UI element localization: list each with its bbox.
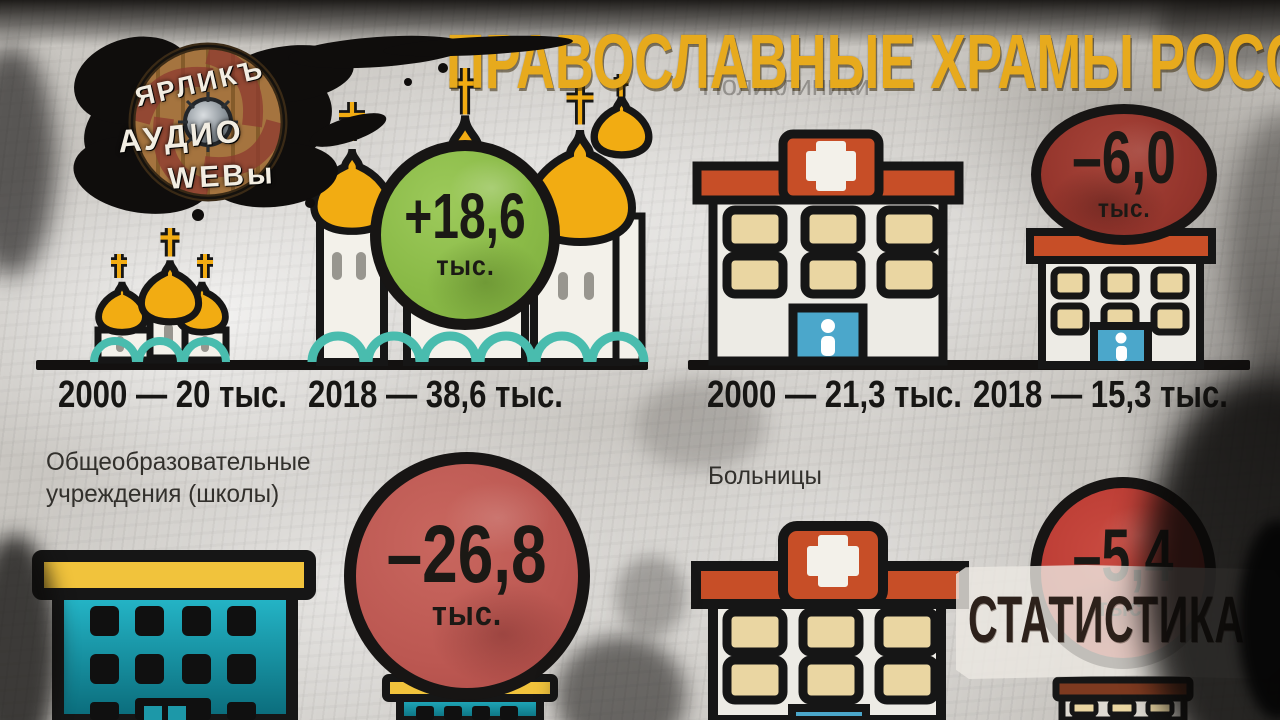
schools-change-badge: –26,8 тыс.	[344, 452, 590, 700]
info-door-icon	[788, 303, 868, 366]
schools-section-label: Общеобразовательные учреждения (школы)	[46, 446, 311, 510]
school-door-pane	[168, 706, 186, 720]
hospitals-section-label: Больницы	[708, 462, 822, 490]
grunge-blob-dark	[556, 636, 686, 720]
schools-label-line1: Общеобразовательные	[46, 448, 311, 476]
watermark-text: СТАТИСТИКА	[968, 582, 1245, 656]
polyclinics-change-value: –6,0	[1072, 115, 1176, 199]
polyclinics-change-unit: тыс.	[1097, 195, 1151, 224]
schools-label-line2: учреждения (школы)	[46, 480, 280, 508]
churches-change-unit: тыс.	[435, 249, 495, 281]
school-icon-large	[32, 550, 316, 720]
polyclinic-icon-large	[692, 129, 964, 366]
hospital-icon-small	[1052, 676, 1194, 720]
grunge-blob-dark	[616, 556, 686, 636]
hospital-icon-large	[691, 521, 969, 720]
church-icon-small	[90, 214, 230, 364]
polyclinics-change-badge: –6,0 тыс.	[1031, 104, 1217, 245]
hospital-door	[788, 704, 870, 720]
churches-stat-2018: 2018 — 38,6 тыс.	[308, 374, 563, 416]
grunge-blob	[1228, 110, 1280, 390]
churches-stat-2000: 2000 — 20 тыс.	[58, 374, 287, 416]
schools-change-value: –26,8	[386, 508, 548, 600]
polyclinics-stat-2000: 2000 — 21,3 тыс.	[707, 374, 962, 416]
schools-change-unit: тыс.	[431, 595, 503, 634]
school-door-pane	[144, 706, 162, 720]
channel-logo: ЯРЛИКЪ АУДИО WEBы	[48, 10, 588, 225]
info-door-icon	[1090, 322, 1152, 369]
logo-text-line3: WEBы	[167, 157, 277, 196]
polyclinics-stat-2018: 2018 — 15,3 тыс.	[973, 374, 1228, 416]
paint-splash-icon	[73, 35, 573, 221]
